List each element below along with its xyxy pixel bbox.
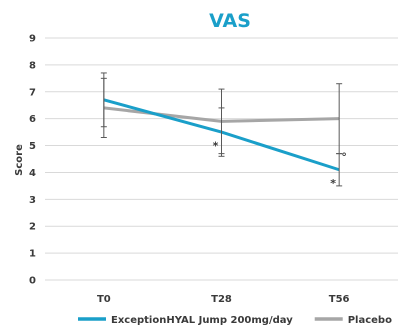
- y-tick-label: 9: [29, 34, 36, 45]
- y-tick-label: 4: [29, 168, 36, 179]
- chart-title: VAS: [209, 10, 251, 32]
- annotations: * * °: [213, 140, 347, 191]
- x-tick-label: T28: [211, 294, 232, 305]
- y-tick-label: 1: [29, 249, 36, 260]
- y-tick-label: 2: [29, 222, 36, 233]
- x-axis: T0 T28 T56: [97, 294, 350, 305]
- x-tick-label: T0: [97, 294, 111, 305]
- y-tick-label: 8: [29, 60, 36, 71]
- x-tick-label: T56: [329, 294, 350, 305]
- legend-label: ExceptionHYAL Jump 200mg/day: [111, 315, 293, 326]
- series-layer: [100, 72, 343, 187]
- annotation-mark: °: [341, 150, 347, 163]
- y-axis: 0 1 2 3 4 5 6 7 8 9: [29, 34, 36, 287]
- annotation-mark: *: [213, 140, 219, 153]
- y-tick-label: 5: [29, 141, 36, 152]
- legend-label: Placebo: [348, 315, 392, 326]
- y-tick-label: 6: [29, 114, 36, 125]
- legend: ExceptionHYAL Jump 200mg/day Placebo: [78, 315, 392, 326]
- y-tick-label: 3: [29, 195, 36, 206]
- y-tick-label: 7: [29, 87, 36, 98]
- y-tick-label: 0: [29, 276, 36, 287]
- y-axis-label: Score: [14, 144, 25, 176]
- annotation-mark: *: [330, 177, 336, 190]
